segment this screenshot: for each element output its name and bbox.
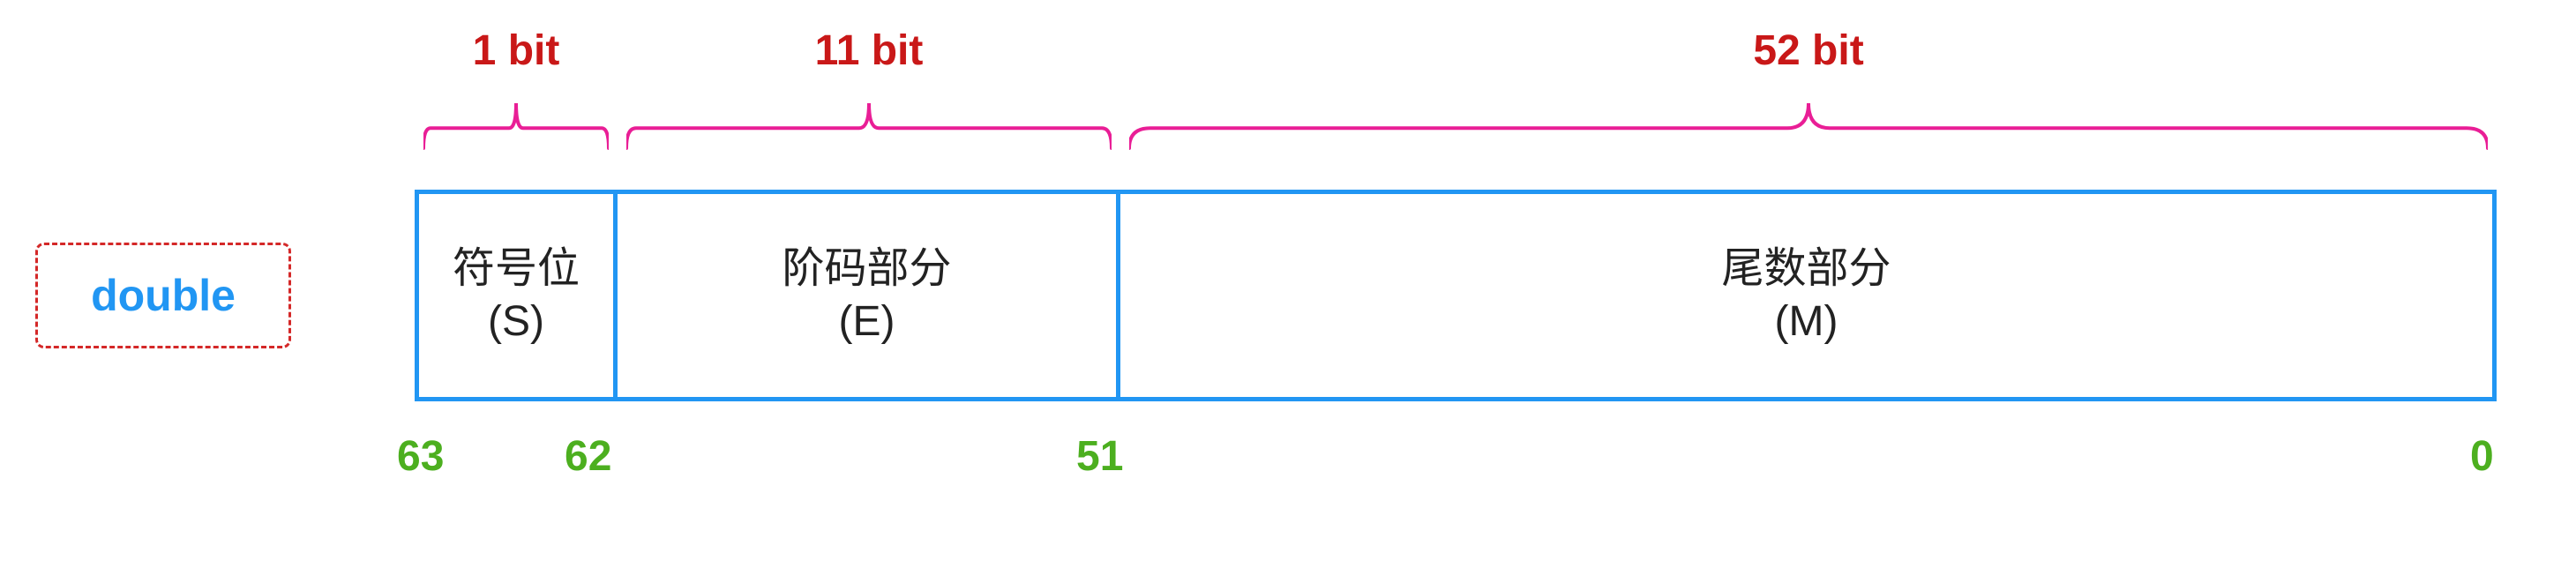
type-label-text: double (91, 270, 236, 321)
bit-index-62: 62 (565, 432, 611, 481)
field-mantissa-label: 尾数部分 (1721, 243, 1891, 295)
field-exponent: 阶码部分(E) (618, 190, 1120, 401)
bit-index-51: 51 (1076, 432, 1123, 481)
bit-index-63: 63 (397, 432, 444, 481)
bit-label-sign: 1 bit (415, 26, 618, 75)
brace-mantissa (1129, 101, 2488, 150)
field-exponent-label: 阶码部分 (782, 243, 951, 295)
brace-sign (423, 101, 609, 150)
brace-exponent (626, 101, 1112, 150)
field-exponent-symbol: (E) (839, 295, 895, 348)
type-label-box: double (35, 243, 291, 348)
field-mantissa-symbol: (M) (1775, 295, 1838, 348)
field-sign-symbol: (S) (488, 295, 544, 348)
bit-label-exponent: 11 bit (618, 26, 1120, 75)
field-mantissa: 尾数部分(M) (1120, 190, 2497, 401)
bit-label-mantissa: 52 bit (1120, 26, 2497, 75)
field-sign-label: 符号位 (453, 243, 580, 295)
bit-index-0: 0 (2470, 432, 2494, 481)
field-sign: 符号位(S) (415, 190, 618, 401)
